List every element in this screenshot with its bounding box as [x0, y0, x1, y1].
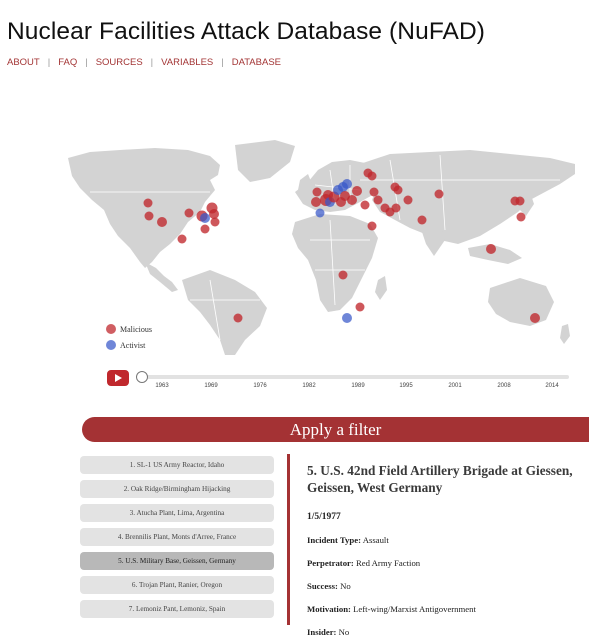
- incident-marker[interactable]: [369, 187, 379, 197]
- incident-marker[interactable]: [177, 234, 187, 244]
- timeline-track[interactable]: [139, 375, 569, 379]
- incident-markers: [143, 168, 540, 323]
- field-value: No: [340, 581, 351, 591]
- incident-marker[interactable]: [144, 211, 154, 221]
- legend-malicious[interactable]: Malicious: [106, 321, 152, 337]
- incident-list-item[interactable]: 6. Trojan Plant, Ranier, Oregon: [80, 576, 274, 594]
- success-field: Success: No: [307, 581, 582, 591]
- year-tick: 1963: [155, 383, 169, 389]
- incident-marker[interactable]: [403, 195, 413, 205]
- incident-marker[interactable]: [312, 187, 322, 197]
- year-tick: 1995: [399, 383, 413, 389]
- incident-marker[interactable]: [417, 215, 427, 225]
- incident-marker[interactable]: [516, 212, 526, 222]
- activist-swatch-icon: [106, 340, 116, 350]
- incident-marker[interactable]: [157, 217, 167, 227]
- incident-list-item[interactable]: 3. Atucha Plant, Lima, Argentina: [80, 504, 274, 522]
- field-label: Success:: [307, 581, 338, 591]
- nav-separator: |: [221, 57, 224, 68]
- incident-marker[interactable]: [434, 189, 444, 199]
- incident-list-item[interactable]: 7. Lemoniz Pant, Lemoniz, Spain: [80, 600, 274, 618]
- timeline-year-ticks: 1963 1969 1976 1982 1989 1995 2001 2008 …: [107, 383, 577, 393]
- incident-marker[interactable]: [342, 179, 352, 189]
- play-icon: [115, 374, 122, 382]
- incident-marker[interactable]: [373, 195, 383, 205]
- field-value: Red Army Faction: [355, 558, 421, 568]
- field-label: Motivation:: [307, 604, 351, 614]
- incident-list-item[interactable]: 4. Brennilis Plant, Monts d'Arree, Franc…: [80, 528, 274, 546]
- year-tick: 1982: [302, 383, 316, 389]
- field-value: No: [338, 627, 350, 637]
- incident-marker[interactable]: [367, 221, 377, 231]
- incident-date: 1/5/1977: [307, 512, 341, 522]
- nav-faq[interactable]: FAQ: [58, 57, 78, 68]
- incident-detail: 5. U.S. 42nd Field Artillery Brigade at …: [307, 462, 582, 637]
- play-button[interactable]: [107, 370, 129, 386]
- year-tick: 2014: [545, 383, 559, 389]
- incident-marker[interactable]: [210, 217, 220, 227]
- incident-list-item[interactable]: 2. Oak Ridge/Birmingham Hijacking: [80, 480, 274, 498]
- year-tick: 1976: [253, 383, 267, 389]
- incident-marker[interactable]: [486, 244, 496, 254]
- incident-marker[interactable]: [233, 313, 243, 323]
- malicious-swatch-icon: [106, 324, 116, 334]
- incident-type-field: Incident Type: Assault: [307, 535, 582, 545]
- incident-marker[interactable]: [342, 313, 352, 323]
- year-tick: 2001: [448, 383, 462, 389]
- nav-separator: |: [47, 57, 51, 68]
- incident-list-item[interactable]: 1. SL-1 US Army Reactor, Idaho: [80, 456, 274, 474]
- panel-divider: [287, 454, 290, 625]
- world-map[interactable]: [60, 140, 585, 355]
- incident-list-item-selected[interactable]: 5. U.S. Military Base, Geissen, Germany: [80, 552, 274, 570]
- legend-activist[interactable]: Activist: [106, 337, 152, 353]
- legend-activist-label: Activist: [120, 340, 146, 350]
- motivation-field: Motivation: Left-wing/Marxist Antigovern…: [307, 604, 582, 614]
- nav-variables[interactable]: VARIABLES: [161, 57, 214, 68]
- incident-heading: 5. U.S. 42nd Field Artillery Brigade at …: [307, 463, 573, 495]
- year-tick: 1969: [204, 383, 218, 389]
- field-value: Assault: [362, 535, 389, 545]
- incident-marker[interactable]: [200, 224, 210, 234]
- incident-marker[interactable]: [393, 185, 403, 195]
- year-tick: 2008: [497, 383, 511, 389]
- field-label: Insider:: [307, 627, 337, 637]
- field-label: Perpetrator:: [307, 558, 354, 568]
- incident-marker[interactable]: [311, 197, 321, 207]
- incident-marker[interactable]: [355, 302, 365, 312]
- incident-marker[interactable]: [367, 171, 377, 181]
- field-label: Incident Type:: [307, 535, 361, 545]
- nav-database[interactable]: DATABASE: [231, 57, 281, 68]
- incident-marker[interactable]: [209, 209, 219, 219]
- incident-list: 1. SL-1 US Army Reactor, Idaho 2. Oak Ri…: [80, 456, 274, 624]
- incident-marker[interactable]: [143, 198, 153, 208]
- incident-marker[interactable]: [338, 270, 348, 280]
- map-legend: Malicious Activist: [106, 321, 152, 353]
- incident-marker[interactable]: [315, 208, 325, 218]
- incident-marker[interactable]: [360, 200, 370, 210]
- incident-marker[interactable]: [515, 196, 525, 206]
- year-tick: 1989: [351, 383, 365, 389]
- timeline: 1963 1969 1976 1982 1989 1995 2001 2008 …: [107, 368, 577, 398]
- field-value: Left-wing/Marxist Antigovernment: [353, 604, 476, 614]
- map-land: [68, 140, 575, 355]
- nav-sources[interactable]: SOURCES: [95, 57, 143, 68]
- page-title: Nuclear Facilities Attack Database (NuFA…: [7, 18, 486, 45]
- incident-marker[interactable]: [200, 213, 210, 223]
- incident-marker[interactable]: [184, 208, 194, 218]
- legend-malicious-label: Malicious: [120, 324, 152, 334]
- incident-marker[interactable]: [391, 203, 401, 213]
- timeline-slider-handle[interactable]: [136, 371, 148, 383]
- nav-separator: |: [85, 57, 88, 68]
- nav-separator: |: [150, 57, 154, 68]
- incident-marker[interactable]: [347, 195, 357, 205]
- incident-marker[interactable]: [530, 313, 540, 323]
- perpetrator-field: Perpetrator: Red Army Faction: [307, 558, 582, 568]
- nav-about[interactable]: ABOUT: [7, 57, 40, 68]
- apply-filter-button[interactable]: Apply a filter: [82, 417, 589, 442]
- top-nav: ABOUT | FAQ | SOURCES | VARIABLES | DATABASE: [7, 57, 281, 68]
- insider-field: Insider: No: [307, 627, 582, 637]
- incident-marker[interactable]: [352, 186, 362, 196]
